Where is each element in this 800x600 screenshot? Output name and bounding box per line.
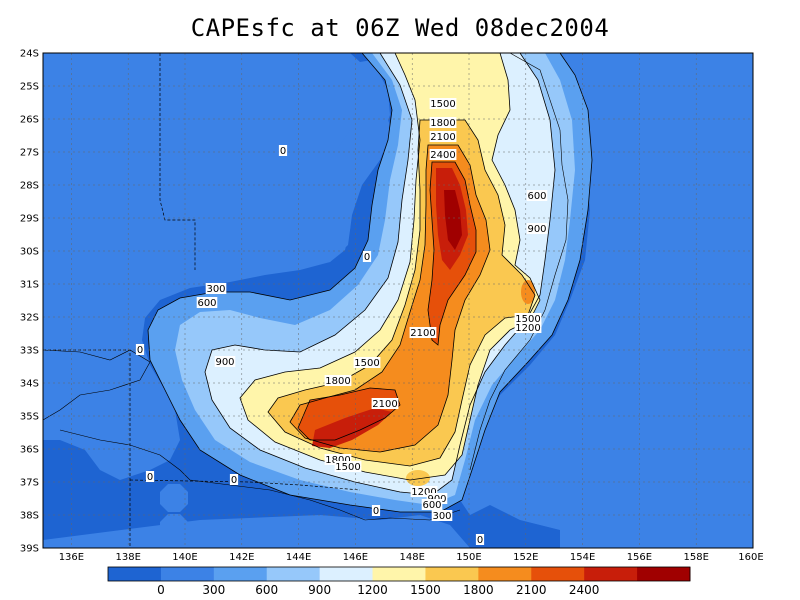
- lat-tick-label: 25S: [20, 82, 39, 93]
- lat-tick-label: 39S: [20, 544, 39, 555]
- contour-label: 2400: [430, 150, 455, 161]
- cape-zone-1-land: [160, 100, 392, 278]
- contour-label: 1800: [325, 376, 350, 387]
- lat-tick-label: 27S: [20, 148, 39, 159]
- contour-label: 900: [527, 224, 546, 235]
- lat-tick-label: 35S: [20, 412, 39, 423]
- lat-tick-label: 38S: [20, 511, 39, 522]
- lat-tick-label: 36S: [20, 445, 39, 456]
- colorbar-swatch: [160, 567, 215, 581]
- colorbar-label: 1500: [410, 583, 441, 597]
- lon-tick-label: 142E: [229, 552, 254, 563]
- colorbar-swatch: [108, 567, 162, 581]
- colorbar-swatch: [372, 567, 426, 581]
- lon-tick-label: 154E: [570, 552, 595, 563]
- lon-tick-label: 152E: [513, 552, 538, 563]
- contour-label: 1500: [430, 99, 455, 110]
- colorbar-label: 1200: [357, 583, 388, 597]
- contour-label: 600: [197, 298, 216, 309]
- cape-zone-10: [444, 190, 462, 250]
- colorbar-swatch: [478, 567, 532, 581]
- lat-tick-label: 32S: [20, 313, 39, 324]
- colorbar-swatch: [531, 567, 585, 581]
- lat-tick-label: 28S: [20, 181, 39, 192]
- latitude-labels: 24S 25S 26S 27S 28S 29S 30S 31S 32S 33S 34S 35S 36S 3…: [20, 49, 39, 555]
- contour-label: 0: [373, 506, 379, 517]
- contour-lines: [43, 53, 593, 521]
- contour-label: 2100: [430, 132, 455, 143]
- lat-tick-label: 33S: [20, 346, 39, 357]
- colorbar-label: 0: [157, 583, 165, 597]
- contour-label: 300: [206, 284, 225, 295]
- grid-lines: [43, 53, 754, 548]
- lat-tick-label: 34S: [20, 379, 39, 390]
- contour-label: 2100: [410, 328, 435, 339]
- lon-tick-label: 136E: [59, 552, 84, 563]
- lon-tick-label: 148E: [399, 552, 424, 563]
- contour-label: 600: [422, 500, 441, 511]
- cape-fill-layer: [43, 53, 753, 548]
- lat-tick-label: 24S: [20, 49, 39, 60]
- lon-tick-label: 156E: [627, 552, 652, 563]
- lon-tick-label: 158E: [683, 552, 708, 563]
- contour-label: 900: [215, 357, 234, 368]
- contour-label: 0: [147, 472, 153, 483]
- colorbar-swatch: [637, 567, 691, 581]
- contour-label: 2100: [372, 399, 397, 410]
- lat-tick-label: 26S: [20, 115, 39, 126]
- colorbar-label: 2400: [569, 583, 600, 597]
- lon-tick-label: 146E: [343, 552, 368, 563]
- colorbar-swatch: [213, 567, 268, 581]
- lon-tick-label: 150E: [456, 552, 481, 563]
- contour-label: 0: [477, 535, 483, 546]
- contour-label: 1500: [335, 462, 360, 473]
- lon-tick-label: 144E: [286, 552, 311, 563]
- contour-label: 0: [231, 475, 237, 486]
- lon-tick-label: 140E: [172, 552, 197, 563]
- lat-tick-label: 37S: [20, 478, 39, 489]
- contour-label: 1200: [411, 487, 436, 498]
- colorbar-label: 1800: [463, 583, 494, 597]
- contour-label: 0: [280, 146, 286, 157]
- colorbar-label: 2100: [516, 583, 547, 597]
- colorbar: 0 300 600 900 1200 1500 1800 2100 2400: [107, 566, 691, 597]
- contour-label: 600: [527, 191, 546, 202]
- lat-tick-label: 29S: [20, 214, 39, 225]
- contour-label-layer: 1500180021002400060090003006001500120021…: [135, 98, 548, 546]
- colorbar-swatch: [319, 567, 374, 581]
- colorbar-swatch: [584, 567, 638, 581]
- contour-label: 1500: [354, 358, 379, 369]
- longitude-labels: 136E 138E 140E 142E 144E 146E 148E 150E 152E 154E…: [59, 552, 764, 563]
- colorbar-label: 900: [308, 583, 331, 597]
- contour-label: 300: [432, 511, 451, 522]
- contour-label: 1800: [430, 118, 455, 129]
- map-title: CAPEsfc at 06Z Wed 08dec2004: [190, 14, 610, 42]
- contour-label: 1800: [325, 455, 350, 466]
- lon-tick-label: 160E: [738, 552, 763, 563]
- plot-frame: [42, 52, 754, 549]
- contour-label: 1200: [515, 323, 540, 334]
- lon-tick-label: 138E: [115, 552, 140, 563]
- contour-label: 0: [364, 252, 370, 263]
- contour-label: 1500: [515, 314, 540, 325]
- colorbar-swatch: [266, 567, 321, 581]
- lat-tick-label: 31S: [20, 280, 39, 291]
- colorbar-label: 600: [255, 583, 278, 597]
- colorbar-label: 300: [202, 583, 225, 597]
- cape-zone-1-patches: [74, 88, 332, 542]
- cape-patch-east: [521, 280, 535, 304]
- colorbar-swatch: [425, 567, 479, 581]
- contour-label: 0: [137, 345, 143, 356]
- lat-tick-label: 30S: [20, 247, 39, 258]
- cape-zone-1-east: [700, 150, 740, 220]
